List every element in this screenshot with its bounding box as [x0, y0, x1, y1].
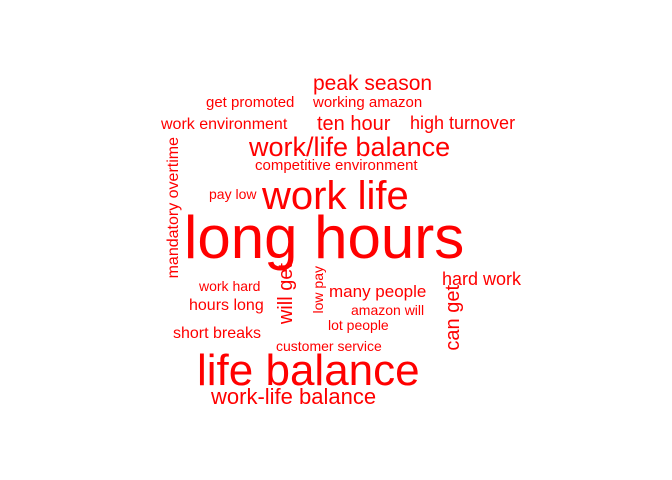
word-low-pay: low pay [310, 266, 326, 314]
word-pay-low: pay low [209, 186, 257, 202]
word-customer-service: customer service [276, 338, 382, 354]
word-long-hours: long hours [184, 204, 465, 271]
word-many-people: many people [329, 282, 427, 301]
word-can-get: can get [442, 285, 464, 351]
word-work-hard: work hard [199, 278, 261, 294]
word-working-amazon: working amazon [313, 94, 423, 111]
word-hours-long: hours long [189, 297, 264, 314]
word-work-environment: work environment [161, 116, 288, 133]
word-work-dash-life-balance: work-life balance [211, 384, 377, 409]
word-peak-season: peak season [313, 72, 433, 95]
word-will-get: will get [275, 263, 297, 325]
word-get-promoted: get promoted [206, 94, 295, 111]
word-life-balance: life balance [197, 346, 420, 395]
word-hard-work: hard work [442, 269, 522, 289]
word-lot-people: lot people [328, 317, 389, 333]
word-work-life: work life [262, 174, 409, 218]
word-work-slash-life-balance: work/life balance [249, 132, 451, 162]
word-amazon-will: amazon will [351, 302, 425, 318]
word-short-breaks: short breaks [173, 325, 262, 342]
word-high-turnover: high turnover [410, 113, 516, 133]
word-competitive-environment: competitive environment [255, 157, 418, 174]
word-ten-hour: ten hour [317, 113, 391, 135]
word-mandatory-overtime: mandatory overtime [165, 137, 182, 279]
